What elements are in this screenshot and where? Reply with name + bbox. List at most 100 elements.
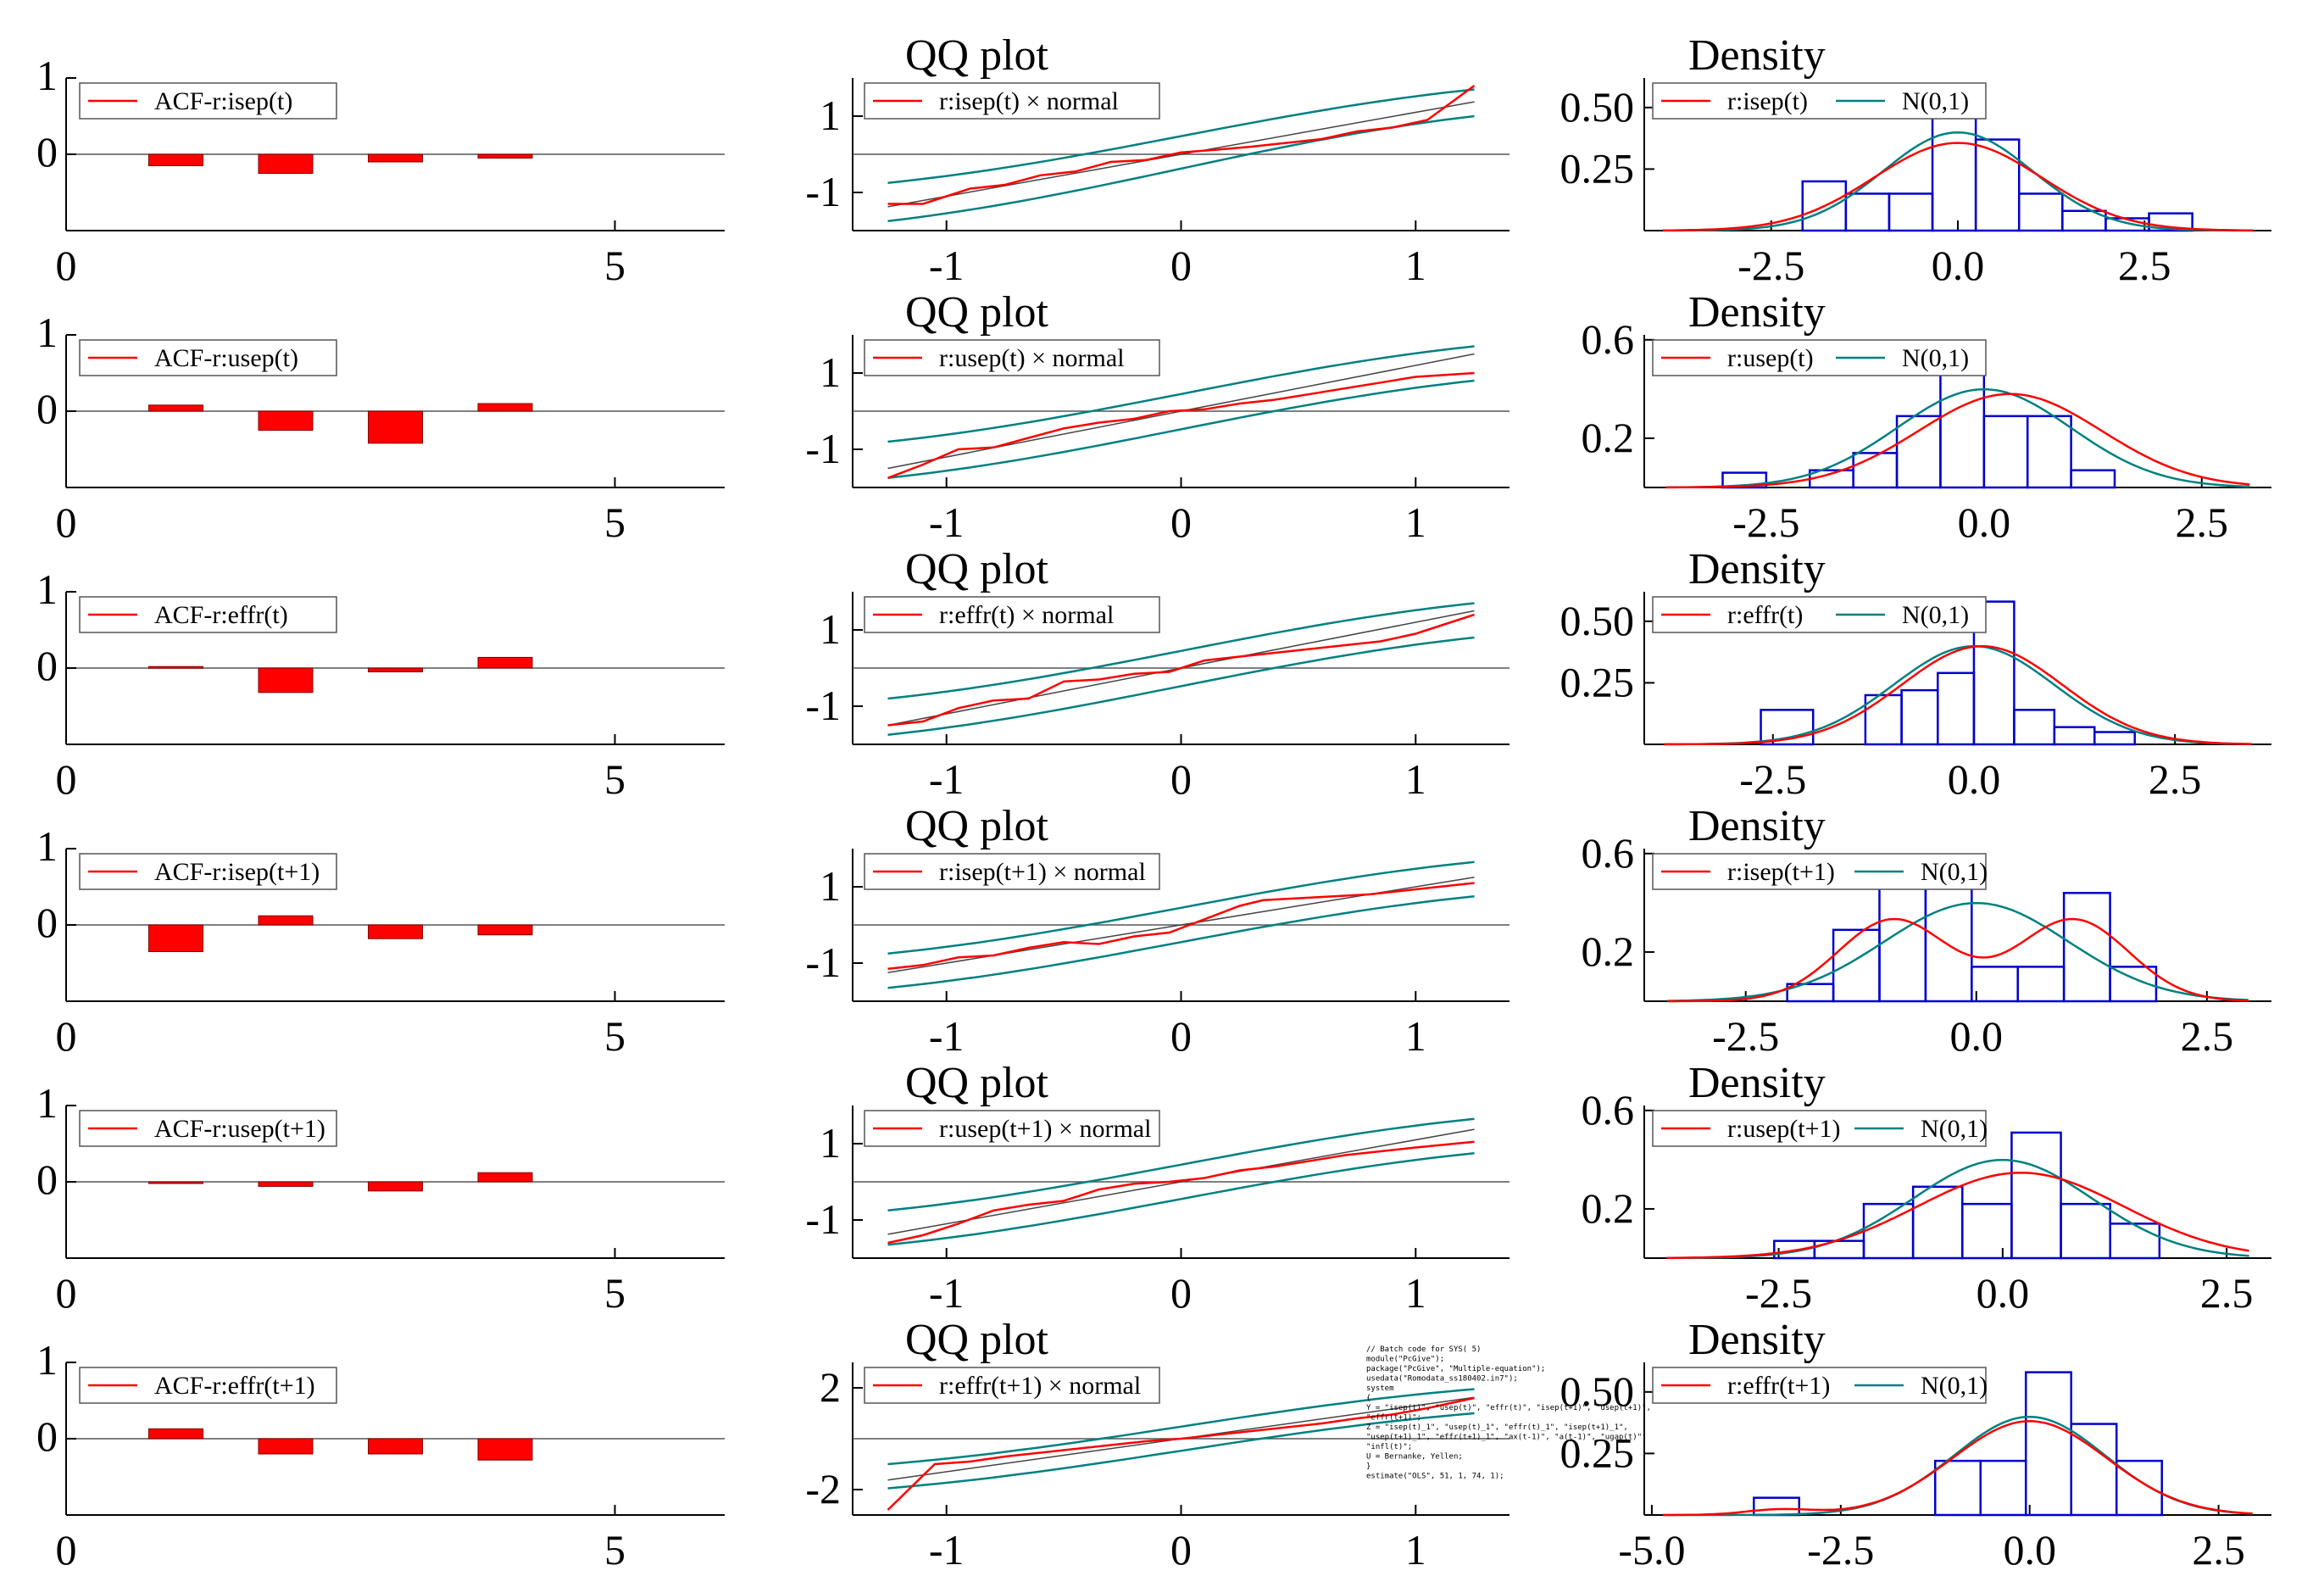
qq-upper-band bbox=[887, 602, 1475, 700]
histogram-bar bbox=[2093, 731, 2136, 746]
batch-code-line: } bbox=[1366, 1462, 1370, 1471]
legend-label: ACF-r:usep(t) bbox=[154, 344, 298, 372]
batch-code-line: "infl(t)"; bbox=[1366, 1443, 1412, 1451]
batch-code-line: package("PcGive", "Multiple-equation"); bbox=[1366, 1365, 1545, 1373]
x-tick-label: -1 bbox=[929, 242, 965, 289]
x-tick-label: 5 bbox=[604, 499, 625, 546]
histogram-bar bbox=[1888, 192, 1934, 232]
x-tick-label: -1 bbox=[929, 1012, 965, 1060]
y-tick-label: 0.2 bbox=[1582, 414, 1635, 461]
x-tick-label: -2.5 bbox=[1712, 1012, 1779, 1060]
y-tick-label: 2 bbox=[820, 1363, 841, 1411]
y-tick-label: 0.6 bbox=[1582, 829, 1635, 877]
y-tick-label: 1 bbox=[36, 565, 58, 613]
x-tick-label: -1 bbox=[929, 499, 965, 546]
normal-density-curve bbox=[1667, 901, 2249, 1002]
x-tick-label: -2.5 bbox=[1732, 499, 1799, 546]
acf-panel-2: 1 0 0 5 ACF-r:usep(t) bbox=[36, 309, 725, 546]
qq-residual-line bbox=[887, 371, 1475, 479]
histogram-bar bbox=[2070, 469, 2116, 489]
legend-label: r:usep(t) bbox=[1727, 344, 1814, 372]
batch-code-line: U = Bernanke, Yellen; bbox=[1366, 1453, 1463, 1462]
histogram-bar bbox=[1939, 360, 1986, 489]
normal-density-curve bbox=[1662, 131, 2254, 232]
qq-panel-4: 1 -1 -1 0 1 QQ plot r:isep(t+1) × normal bbox=[805, 802, 1509, 1060]
x-tick-label: -1 bbox=[929, 1526, 965, 1574]
y-tick-label: 0 bbox=[36, 385, 58, 432]
x-tick-label: 0 bbox=[56, 1526, 77, 1574]
x-tick-label: 0 bbox=[1170, 499, 1192, 546]
batch-code-line: Y = "isep(t)", "usep(t)", "effr(t)", "is… bbox=[1366, 1404, 1651, 1412]
legend-label: r:effr(t+1) bbox=[1727, 1372, 1830, 1400]
acf-bar bbox=[148, 404, 203, 412]
legend-label: ACF-r:effr(t+1) bbox=[154, 1372, 315, 1400]
x-tick-label: 0 bbox=[56, 1269, 77, 1317]
batch-code-line: usedata("Romodata_ss180402.in7"); bbox=[1366, 1375, 1518, 1384]
y-tick-label: 0.6 bbox=[1582, 1086, 1635, 1133]
histogram-bar bbox=[1900, 688, 1939, 746]
y-tick-label: 0 bbox=[36, 128, 58, 175]
acf-panel-5: 1 0 0 5 ACF-r:usep(t+1) bbox=[36, 1079, 725, 1317]
x-tick-label: -2.5 bbox=[1739, 755, 1806, 803]
x-tick-label: 1 bbox=[1405, 755, 1426, 803]
x-tick-label: -2.5 bbox=[1807, 1526, 1874, 1574]
y-tick-label: -1 bbox=[805, 682, 841, 729]
x-tick-label: 5 bbox=[604, 242, 625, 289]
acf-bar bbox=[148, 153, 203, 166]
histogram-bar bbox=[1878, 874, 1927, 1003]
x-tick-label: 5 bbox=[604, 1526, 625, 1574]
batch-code-line: system bbox=[1366, 1384, 1394, 1393]
histogram-bar bbox=[1979, 1459, 2027, 1517]
qq-residual-line bbox=[887, 1140, 1475, 1245]
acf-bar bbox=[148, 666, 203, 669]
histogram-bar bbox=[1895, 415, 1942, 489]
x-tick-label: 2.5 bbox=[2200, 1269, 2254, 1317]
x-tick-label: 0.0 bbox=[1950, 1012, 2004, 1060]
qq-lower-band bbox=[887, 379, 1475, 480]
chart-title: QQ plot bbox=[905, 31, 1049, 80]
qq-residual-line bbox=[887, 84, 1476, 205]
y-tick-label: -1 bbox=[805, 1195, 841, 1243]
histogram-bar bbox=[1934, 1459, 1982, 1517]
histogram-bar bbox=[1832, 928, 1881, 1003]
legend-label: r:isep(t) × normal bbox=[939, 87, 1119, 115]
legend-label: r:isep(t+1) × normal bbox=[939, 858, 1146, 886]
x-tick-label: 0.0 bbox=[2003, 1526, 2056, 1574]
histogram-bar bbox=[2016, 966, 2065, 1003]
batch-code-line: { bbox=[1366, 1395, 1370, 1403]
y-tick-label: 0.50 bbox=[1560, 1367, 1635, 1415]
batch-code-line: "effr(t+1)"; bbox=[1366, 1414, 1421, 1423]
histogram-bar bbox=[2062, 892, 2111, 1003]
y-tick-label: 0.2 bbox=[1582, 1184, 1635, 1232]
acf-bar bbox=[477, 153, 533, 159]
qq-upper-band bbox=[887, 88, 1475, 185]
legend-label: r:isep(t) bbox=[1727, 87, 1808, 115]
acf-bar bbox=[477, 656, 533, 669]
chart-title: QQ plot bbox=[905, 1316, 1049, 1364]
y-tick-label: -1 bbox=[805, 168, 841, 215]
y-tick-label: 0 bbox=[36, 642, 58, 689]
normal-density-curve bbox=[1665, 387, 2250, 489]
acf-bar bbox=[368, 153, 423, 163]
histogram-bar bbox=[1961, 1202, 2013, 1260]
histogram-bar bbox=[1760, 709, 1815, 746]
batch-code-line: // Batch code for SYS( 5) bbox=[1366, 1345, 1481, 1354]
y-tick-label: 0.2 bbox=[1582, 927, 1635, 975]
qq-upper-band bbox=[887, 1117, 1475, 1212]
x-tick-label: 5 bbox=[604, 755, 625, 803]
qq-lower-band bbox=[887, 895, 1475, 989]
legend-box bbox=[79, 596, 337, 633]
acf-bar bbox=[368, 924, 423, 939]
y-tick-label: 0 bbox=[36, 899, 58, 946]
qq-upper-band bbox=[887, 1388, 1475, 1466]
y-tick-label: 0.6 bbox=[1582, 315, 1635, 363]
qq-residual-line bbox=[887, 1396, 1475, 1511]
y-tick-label: 1 bbox=[36, 1336, 58, 1384]
density-panel-2: 0.6 0.2 -2.5 0.0 2.5 Density r:usep(t) N(0,1) bbox=[1582, 288, 2271, 546]
x-tick-label: 0 bbox=[56, 755, 77, 803]
acf-bar bbox=[258, 1438, 314, 1455]
x-tick-label: 0.0 bbox=[1948, 755, 2001, 803]
residual-density-curve bbox=[1662, 142, 2254, 232]
y-tick-label: 0.50 bbox=[1560, 83, 1635, 131]
